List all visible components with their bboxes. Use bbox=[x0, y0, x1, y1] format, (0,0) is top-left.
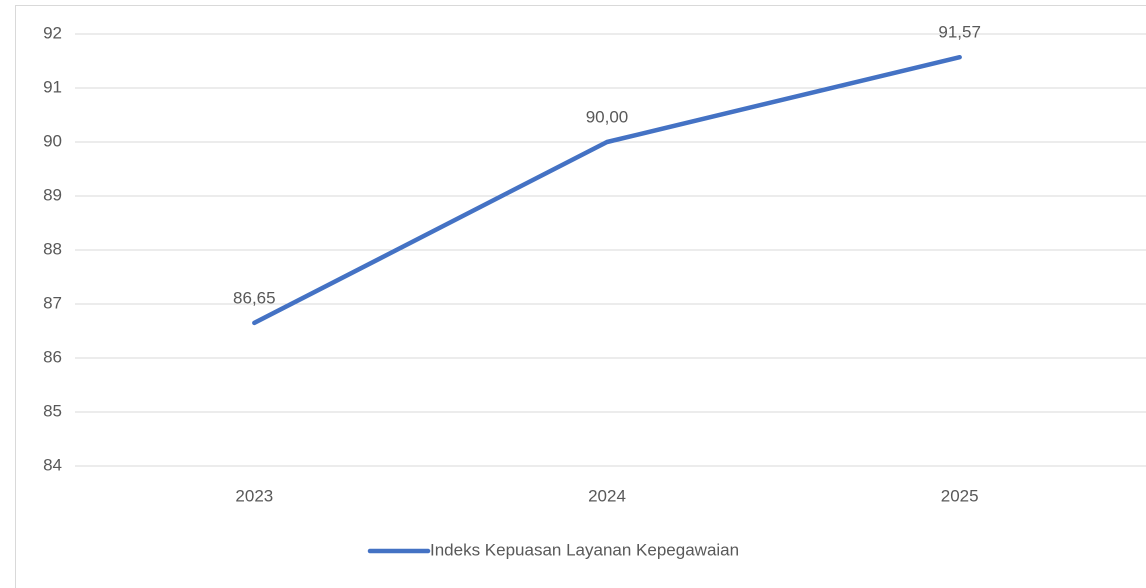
y-tick-label: 84 bbox=[43, 455, 62, 474]
y-tick-label: 87 bbox=[43, 293, 62, 312]
legend-label: Indeks Kepuasan Layanan Kepegawaian bbox=[430, 540, 739, 559]
y-tick-label: 86 bbox=[43, 347, 62, 366]
y-tick-label: 88 bbox=[43, 239, 62, 258]
y-tick-label: 92 bbox=[43, 23, 62, 42]
chart-border bbox=[15, 5, 1146, 588]
data-label: 90,00 bbox=[586, 107, 629, 126]
data-label: 91,57 bbox=[938, 23, 981, 42]
data-label: 86,65 bbox=[233, 288, 276, 307]
x-tick-label: 2023 bbox=[235, 486, 273, 505]
y-tick-label: 85 bbox=[43, 401, 62, 420]
x-tick-label: 2025 bbox=[941, 486, 979, 505]
y-tick-label: 89 bbox=[43, 185, 62, 204]
y-tick-label: 90 bbox=[43, 131, 62, 150]
y-tick-label: 91 bbox=[43, 77, 62, 96]
line-series bbox=[252, 54, 962, 326]
x-tick-label: 2024 bbox=[588, 486, 626, 505]
